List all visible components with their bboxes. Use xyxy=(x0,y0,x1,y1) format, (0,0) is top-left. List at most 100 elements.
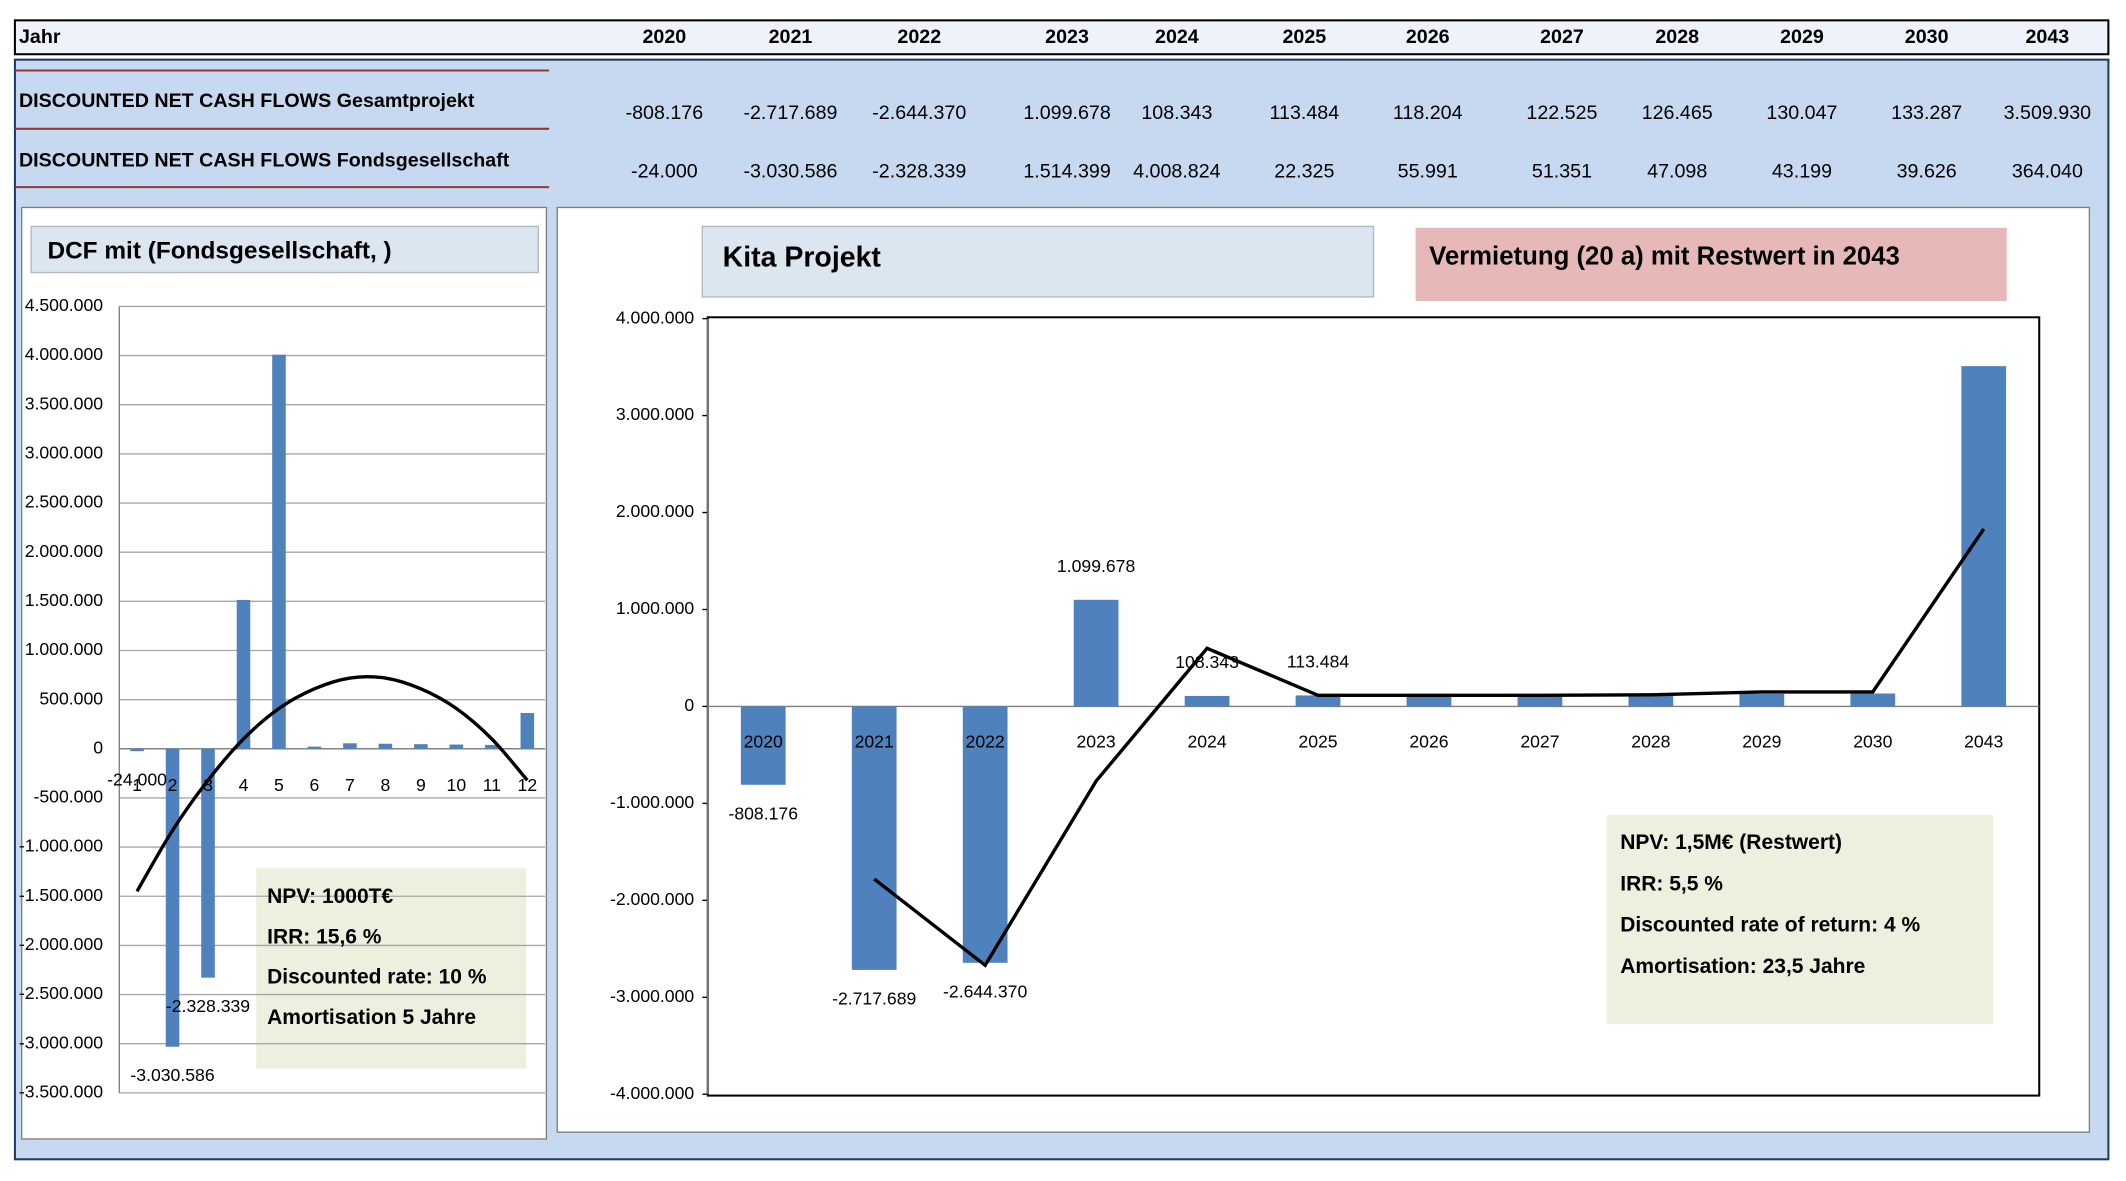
y-tick-label: 0 xyxy=(93,737,103,757)
bar xyxy=(378,743,393,749)
table-cell: 1.099.678 xyxy=(1023,102,1111,124)
y-tick-label: 3.000.000 xyxy=(616,404,695,424)
bar xyxy=(740,706,786,785)
data-label: 113.484 xyxy=(1287,652,1350,672)
chart-subtitle: Vermietung (20 a) mit Restwert in 2043 xyxy=(1429,242,1900,270)
header-label: Jahr xyxy=(19,26,61,48)
x-tick-label: 11 xyxy=(483,775,501,795)
table-cell: -808.176 xyxy=(626,102,704,124)
year-header: 2025 xyxy=(1282,26,1326,48)
table-cell: 4.008.824 xyxy=(1133,160,1221,182)
y-tick-label: 4.000.000 xyxy=(616,307,695,327)
y-tick-label: 500.000 xyxy=(39,688,103,708)
bar xyxy=(1850,693,1896,707)
annotation: Discounted rate of return: 4 % xyxy=(1620,914,1920,937)
annotation-box xyxy=(256,867,527,1069)
x-tick-label: 2026 xyxy=(1409,732,1448,752)
x-tick-label: 9 xyxy=(416,775,426,795)
bar xyxy=(307,746,322,749)
bar xyxy=(1295,695,1341,707)
x-tick-label: 4 xyxy=(239,775,249,795)
line xyxy=(873,528,1986,968)
bar xyxy=(1628,694,1674,707)
left-title-box xyxy=(30,225,539,274)
y-tick-label: 1.000.000 xyxy=(25,639,104,659)
x-tick-label: 2025 xyxy=(1298,732,1337,752)
year-header: 2029 xyxy=(1780,26,1824,48)
table-cell: 126.465 xyxy=(1642,102,1713,124)
data-label: -3.030.586 xyxy=(130,1065,214,1085)
x-tick-label: 1 xyxy=(132,775,142,795)
year-header: 2043 xyxy=(2025,26,2069,48)
year-header: 2021 xyxy=(769,26,813,48)
y-tick-label: -4.000.000 xyxy=(610,1083,694,1103)
table-cell: 43.199 xyxy=(1772,160,1832,182)
bar xyxy=(236,599,251,749)
table-cell: 1.514.399 xyxy=(1023,160,1110,182)
data-label: -24.000 xyxy=(107,770,167,790)
table-cell: 108.343 xyxy=(1141,102,1212,124)
y-tick-label: -3.500.000 xyxy=(19,1082,103,1102)
bar xyxy=(414,744,428,749)
bar xyxy=(851,706,897,970)
x-tick-label: 10 xyxy=(447,775,467,795)
table-cell: -2.328.339 xyxy=(872,160,966,182)
bar xyxy=(201,748,215,978)
table-cell: 47.098 xyxy=(1647,160,1707,182)
row-label: DISCOUNTED NET CASH FLOWS Gesamtprojekt xyxy=(19,90,475,112)
table-cell: 130.047 xyxy=(1766,102,1837,124)
bar xyxy=(130,748,144,752)
x-tick-label: 8 xyxy=(381,775,391,795)
year-header: 2023 xyxy=(1045,26,1089,48)
x-tick-label: 6 xyxy=(310,775,320,795)
table-cell: 113.484 xyxy=(1270,102,1340,124)
x-tick-label: 2020 xyxy=(744,732,783,752)
row-label: DISCOUNTED NET CASH FLOWS Fondsgesellsch… xyxy=(19,150,510,172)
table-cell: 55.991 xyxy=(1398,160,1458,182)
data-label: -2.328.339 xyxy=(166,996,250,1016)
y-tick-label: 3.500.000 xyxy=(25,393,104,413)
data-label: -808.176 xyxy=(728,803,798,823)
y-tick-label: -1.000.000 xyxy=(610,792,694,812)
y-tick-label: 2.000.000 xyxy=(25,541,104,561)
year-header: 2022 xyxy=(897,26,941,48)
bar xyxy=(272,354,286,749)
x-tick-label: 12 xyxy=(518,775,538,795)
annotation: IRR: 15,6 % xyxy=(267,925,382,948)
table-cell: 3.509.930 xyxy=(2004,102,2092,124)
x-tick-label: 2021 xyxy=(855,732,894,752)
y-tick-label: 1.500.000 xyxy=(25,590,104,610)
annotation: NPV: 1000T€ xyxy=(267,885,393,908)
x-tick-label: 2043 xyxy=(1964,732,2003,752)
x-tick-label: 2027 xyxy=(1520,732,1559,752)
y-tick-label: -1.000.000 xyxy=(19,836,103,856)
year-header: 2024 xyxy=(1155,26,1199,48)
header-row xyxy=(13,19,2110,56)
table-cell: 118.204 xyxy=(1393,102,1463,124)
bar xyxy=(449,744,464,749)
data-label: -2.717.689 xyxy=(832,988,916,1008)
table-cell: 22.325 xyxy=(1274,160,1334,182)
bar xyxy=(520,713,535,749)
y-tick-label: -1.500.000 xyxy=(19,885,103,905)
annotation: IRR: 5,5 % xyxy=(1620,872,1723,895)
year-header: 2027 xyxy=(1540,26,1584,48)
bar xyxy=(485,744,499,749)
chart-title: Kita Projekt xyxy=(723,241,882,273)
table-cell: -2.717.689 xyxy=(743,102,837,124)
year-header: 2020 xyxy=(643,26,687,48)
y-tick-label: -3.000.000 xyxy=(19,1032,103,1052)
table-cell: -24.000 xyxy=(631,160,698,182)
y-tick-label: 1.000.000 xyxy=(616,598,695,618)
y-tick-label: -500.000 xyxy=(34,787,104,807)
subtitle-box xyxy=(1415,227,2007,302)
table-cell: 133.287 xyxy=(1891,102,1962,124)
data-label: 108.343 xyxy=(1175,652,1239,672)
y-tick-label: -2.500.000 xyxy=(19,983,103,1003)
x-tick-label: 2024 xyxy=(1187,732,1226,752)
y-tick-label: 0 xyxy=(684,695,694,715)
year-header: 2030 xyxy=(1905,26,1949,48)
right-title-box xyxy=(701,225,1375,298)
y-tick-label: -2.000.000 xyxy=(19,934,103,954)
table-cell: 51.351 xyxy=(1532,160,1592,182)
